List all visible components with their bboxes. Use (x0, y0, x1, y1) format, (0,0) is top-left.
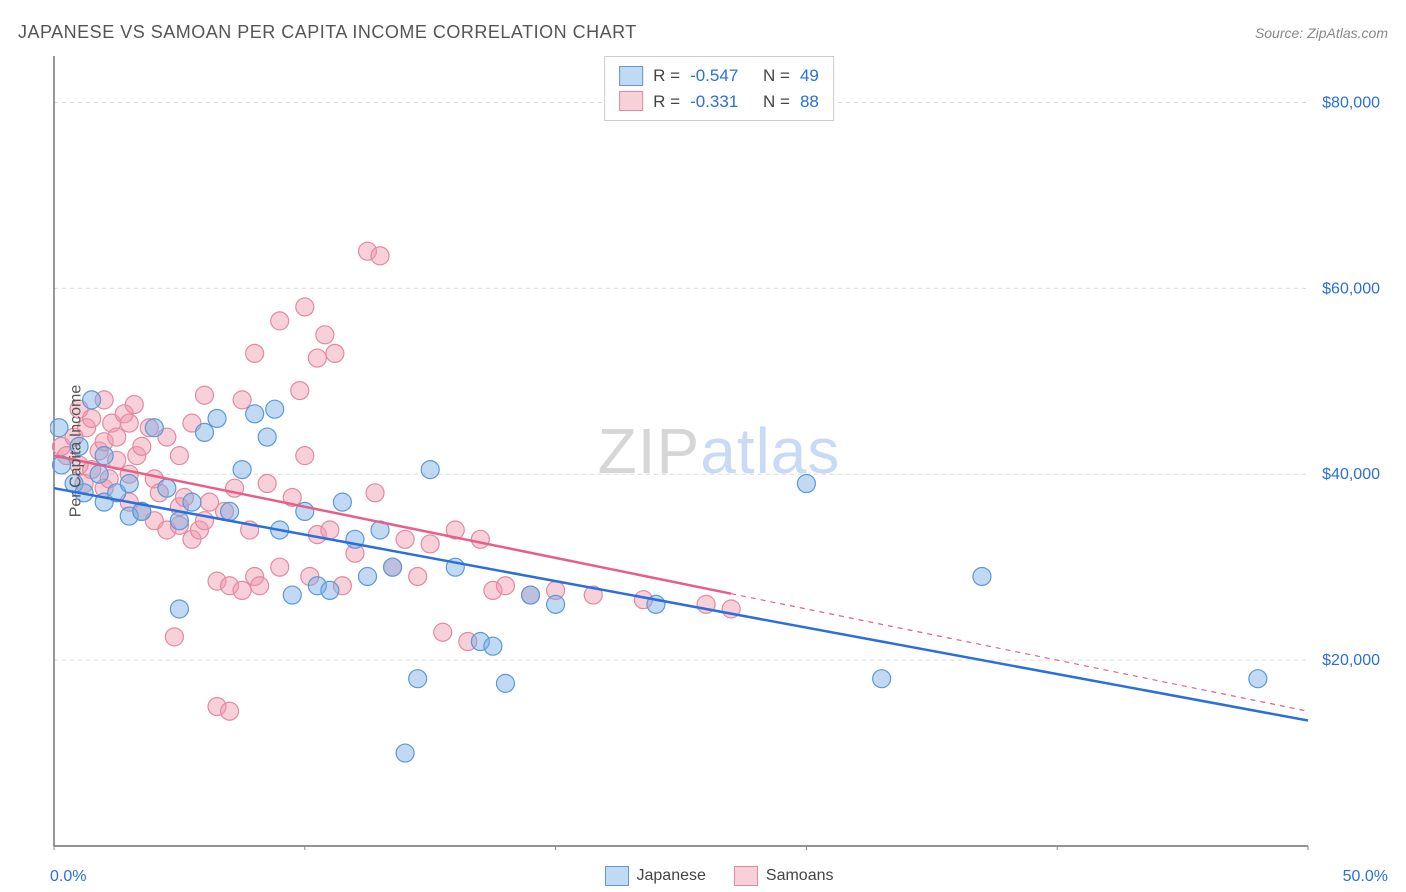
swatch-japanese (619, 66, 643, 86)
n-value-japanese: 49 (800, 63, 819, 89)
swatch-samoans (619, 91, 643, 111)
series-name-samoans: Samoans (766, 867, 834, 885)
swatch-samoans-bottom (734, 866, 758, 886)
legend-row-samoans: R = -0.331 N = 88 (619, 89, 819, 115)
source-label: Source: ZipAtlas.com (1255, 25, 1388, 41)
n-label: N = (763, 63, 790, 89)
svg-text:$20,000: $20,000 (1322, 652, 1380, 669)
scatter-chart: $20,000 $40,000 $60,000 $80,000 (50, 52, 1388, 850)
plot-area: Per Capita Income $20,000$40,000$60,000$… (50, 52, 1388, 850)
n-value-samoans: 88 (800, 89, 819, 115)
y-axis-label: Per Capita Income (67, 385, 85, 518)
swatch-japanese-bottom (605, 866, 629, 886)
r-value-japanese: -0.547 (690, 63, 738, 89)
r-value-samoans: -0.331 (690, 89, 738, 115)
series-name-japanese: Japanese (637, 867, 706, 885)
chart-title: JAPANESE VS SAMOAN PER CAPITA INCOME COR… (18, 22, 637, 43)
correlation-legend: R = -0.547 N = 49 R = -0.331 N = 88 (604, 56, 834, 121)
svg-text:$80,000: $80,000 (1322, 94, 1380, 111)
r-label: R = (653, 89, 680, 115)
r-label: R = (653, 63, 680, 89)
n-label: N = (763, 89, 790, 115)
legend-item-samoans: Samoans (734, 866, 834, 886)
svg-text:$60,000: $60,000 (1322, 280, 1380, 297)
series-legend: Japanese Samoans (50, 866, 1388, 886)
legend-item-japanese: Japanese (605, 866, 706, 886)
svg-text:$40,000: $40,000 (1322, 466, 1380, 483)
legend-row-japanese: R = -0.547 N = 49 (619, 63, 819, 89)
